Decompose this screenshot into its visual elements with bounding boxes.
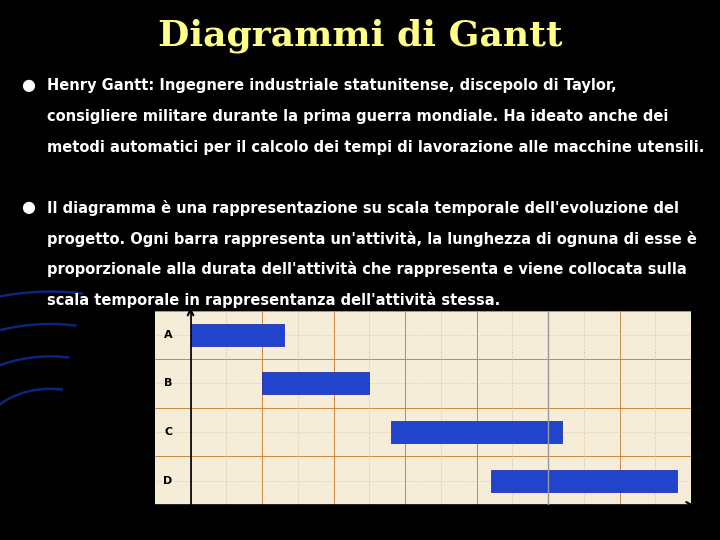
Text: progetto. Ogni barra rappresenta un'attività, la lunghezza di ognuna di esse è: progetto. Ogni barra rappresenta un'atti… (47, 231, 697, 247)
Text: B: B (164, 379, 173, 388)
Bar (191, 324, 284, 346)
Text: A: A (164, 330, 173, 340)
Text: metodi automatici per il calcolo dei tempi di lavorazione alle macchine utensili: metodi automatici per il calcolo dei tem… (47, 140, 704, 155)
Text: Diagrammi di Gantt: Diagrammi di Gantt (158, 19, 562, 53)
Bar (391, 421, 562, 443)
Text: ●: ● (22, 200, 35, 215)
Text: ●: ● (22, 78, 35, 93)
Text: proporzionale alla durata dell'attività che rappresenta e viene collocata sulla: proporzionale alla durata dell'attività … (47, 261, 687, 278)
Text: Henry Gantt: Ingegnere industriale statunitense, discepolo di Taylor,: Henry Gantt: Ingegnere industriale statu… (47, 78, 616, 93)
Bar (262, 373, 369, 394)
Text: Il diagramma è una rappresentazione su scala temporale dell'evoluzione del: Il diagramma è una rappresentazione su s… (47, 200, 679, 216)
Text: C: C (165, 427, 173, 437)
Bar (491, 470, 677, 491)
X-axis label: TEMPO: TEMPO (401, 525, 445, 535)
Text: D: D (163, 476, 173, 485)
Text: consigliere militare durante la prima guerra mondiale. Ha ideato anche dei: consigliere militare durante la prima gu… (47, 109, 668, 124)
Text: scala temporale in rappresentanza dell'attività stessa.: scala temporale in rappresentanza dell'a… (47, 292, 500, 308)
